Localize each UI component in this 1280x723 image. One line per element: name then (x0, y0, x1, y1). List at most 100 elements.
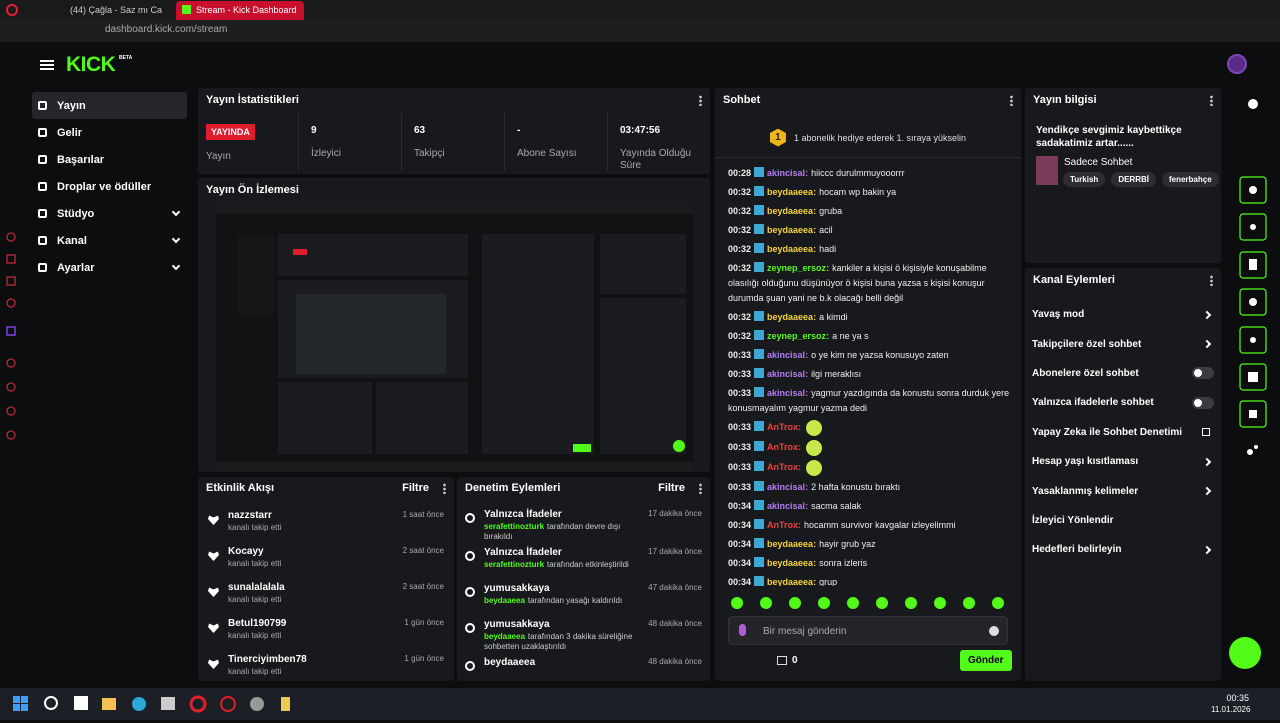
tag[interactable]: fenerbahçe (1161, 172, 1219, 187)
msg-user[interactable]: AnTrox (767, 462, 804, 472)
tag[interactable]: DERRBİ (1111, 172, 1156, 187)
avatar[interactable] (1227, 54, 1247, 74)
action-label: Yavaş mod (1032, 309, 1085, 321)
emote (806, 420, 823, 436)
badge-icon (754, 224, 765, 234)
help-button[interactable] (1229, 637, 1261, 669)
msg-text: hocamm survivor kavgalar izleyelimmi (804, 520, 956, 530)
chat-message: 00:33 AnTrox (728, 438, 1013, 458)
time: 17 dakika önce (648, 509, 702, 518)
heart-icon (208, 659, 219, 669)
activity-desc: kanalı takip etti (228, 523, 282, 532)
chevron (1202, 339, 1212, 349)
menu[interactable] (443, 482, 446, 494)
tab-active[interactable]: Stream - Kick Dashboard (176, 1, 304, 20)
taskbar-icons (13, 695, 290, 713)
nav-item[interactable]: Droplar ve ödüller (32, 173, 187, 200)
msg-user[interactable]: AnTrox (767, 442, 804, 452)
msg-user[interactable]: beydaaeea (767, 539, 819, 549)
msg-user[interactable]: beydaaeea (767, 558, 819, 568)
msg-time: 00:34 (728, 577, 752, 586)
action-item[interactable]: Yalnızca ifadelerle sohbet (1032, 388, 1214, 417)
menu[interactable] (1210, 274, 1213, 286)
msg-user[interactable]: beydaaeea (767, 187, 819, 197)
badge-icon (754, 441, 765, 452)
action-item[interactable]: Hedefleri belirleyin (1032, 535, 1214, 564)
filter-button[interactable]: Filtre (402, 482, 429, 494)
nav-label: Stüdyo (57, 207, 95, 220)
stat-value: - (517, 125, 521, 136)
activity-body: nazzstarr kanalı takip etti (228, 504, 394, 540)
msg-user[interactable]: AnTrox (767, 422, 804, 432)
chevron (171, 261, 181, 270)
nav-item[interactable]: Başarılar (32, 146, 187, 173)
action-item[interactable]: Yasaklanmış kelimeler (1032, 476, 1214, 505)
gift-banner[interactable]: 1 1 abonelik hediye ederek 1. sıraya yük… (715, 118, 1021, 158)
activity-item: sunalalalala kanalı takip etti 2 saat önce (208, 576, 444, 612)
action-item[interactable]: Abonelere özel sohbet (1032, 359, 1214, 388)
msg-time: 00:32 (728, 244, 752, 254)
action-item[interactable]: Yapay Zeka ile Sohbet Denetimi (1032, 418, 1214, 447)
logo[interactable]: KICK (66, 53, 116, 76)
msg-text: o ye kim ne yazsa konusuyo zaten (811, 350, 949, 360)
msg-text: gruba (819, 206, 843, 216)
badge-icon (754, 330, 765, 340)
chat-input[interactable]: Bir mesaj gönderin (728, 616, 1008, 645)
stat-label: Yayın (206, 151, 231, 162)
menu[interactable] (699, 482, 702, 494)
nav-icon (38, 263, 47, 272)
menu[interactable] (1210, 94, 1213, 106)
action-item[interactable]: Takipçilere özel sohbet (1032, 329, 1214, 358)
action-label: Yapay Zeka ile Sohbet Denetimi (1032, 426, 1183, 438)
action-item[interactable]: Hesap yaşı kısıtlaması (1032, 447, 1214, 476)
action-item[interactable]: Yavaş mod (1032, 300, 1214, 329)
badge-icon (754, 205, 765, 215)
panel-title: Yayın İstatistikleri (206, 94, 299, 106)
badge-icon (754, 243, 765, 253)
msg-user[interactable]: beydaaeea (767, 244, 819, 254)
msg-user[interactable]: beydaaeea (767, 312, 819, 322)
chat-message: 00:34 akincisalsacma salak (728, 497, 1013, 516)
menu[interactable] (1010, 94, 1013, 106)
menu-button[interactable] (40, 60, 54, 70)
msg-user[interactable]: beydaaeea (767, 577, 819, 586)
user-name: Tinerciyimben78 (228, 654, 307, 665)
action-label: Yalnızca ifadelerle sohbet (1032, 397, 1154, 409)
live-badge: YAYINDA (206, 124, 255, 140)
toggle[interactable] (1192, 396, 1214, 409)
menu[interactable] (699, 94, 702, 106)
nav-item[interactable]: Stüdyo (32, 200, 187, 227)
chat-message: 00:32 beydaaeeaacil (728, 221, 1013, 240)
msg-user[interactable]: akincisal (767, 168, 811, 178)
msg-user[interactable]: akincisal (767, 350, 811, 360)
tab[interactable]: (44) Çağla - Saz mı Ca (70, 5, 163, 15)
toggle[interactable] (1192, 367, 1214, 380)
filter-button[interactable]: Filtre (658, 482, 685, 494)
action-item[interactable]: İzleyici Yönlendir (1032, 506, 1214, 535)
msg-user[interactable]: akincisal (767, 501, 811, 511)
category[interactable]: Sadece Sohbet (1064, 157, 1133, 168)
mod-title: yumusakkaya (484, 583, 550, 594)
mod-desc: beydaaeea tarafından 3 dakika süreliğine … (484, 632, 639, 652)
msg-user[interactable]: akincisal (767, 369, 811, 379)
msg-user[interactable]: AnTrox (767, 520, 804, 530)
mod-title: beydaaeea (484, 657, 536, 668)
msg-user[interactable]: akincisal (767, 482, 811, 492)
msg-text: kankiler a kişisi ö kişisiyle konuşabilm… (728, 263, 987, 303)
nav-item[interactable]: Gelir (32, 119, 187, 146)
msg-user[interactable]: beydaaeea (767, 206, 819, 216)
chat-message: 00:32 zeynep_ersozkankiler a kişisi ö kiş… (728, 259, 1013, 308)
url[interactable]: dashboard.kick.com/stream (105, 24, 228, 35)
tag[interactable]: Turkish (1063, 172, 1106, 187)
msg-user[interactable]: zeynep_ersoz (767, 263, 832, 273)
send-button[interactable]: Gönder (960, 650, 1012, 671)
msg-user[interactable]: akincisal (767, 388, 811, 398)
nav-item[interactable]: Ayarlar (32, 254, 187, 281)
nav-item[interactable]: Yayın (32, 92, 187, 119)
chat-message: 00:32 beydaaeeaa kimdi (728, 308, 1013, 327)
msg-user[interactable]: zeynep_ersoz (767, 331, 832, 341)
nav-item[interactable]: Kanal (32, 227, 187, 254)
mod-item: beydaaeea 48 dakika önce (465, 652, 702, 681)
msg-user[interactable]: beydaaeea (767, 225, 819, 235)
panel-title: Sohbet (723, 94, 761, 106)
